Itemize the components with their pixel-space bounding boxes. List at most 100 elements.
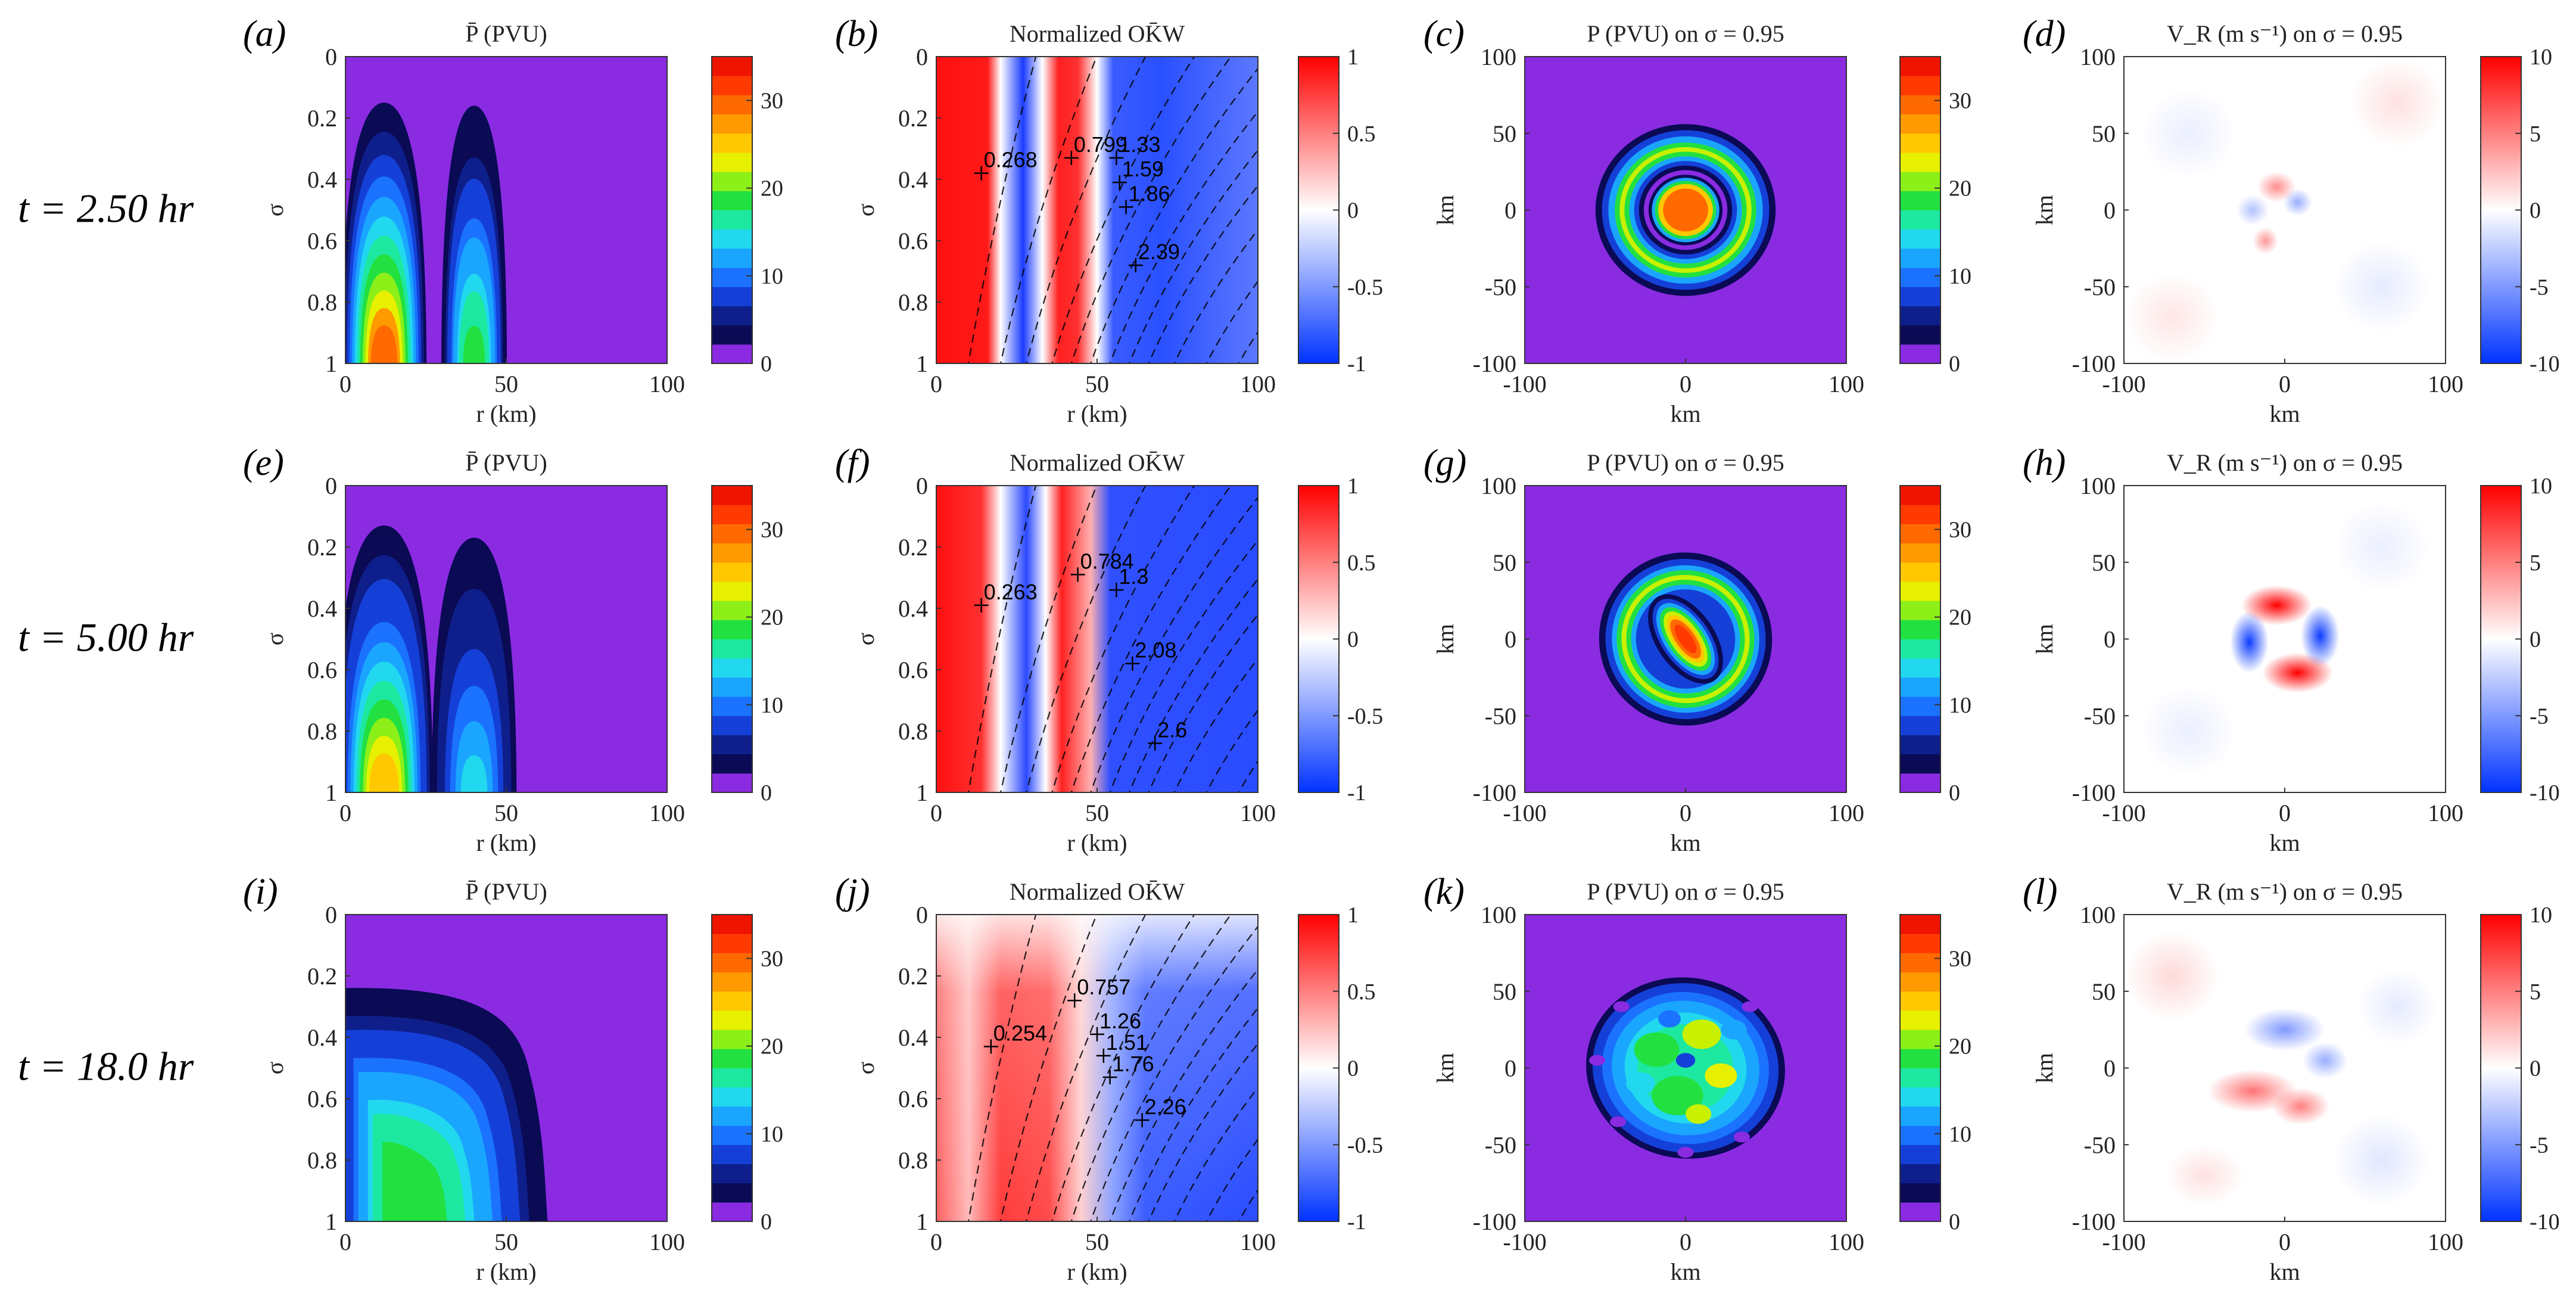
- colorbar-segment: [712, 773, 752, 793]
- colorbar-segment: [1900, 934, 1940, 953]
- angular-momentum-contour: [1026, 57, 1147, 363]
- angular-momentum-contour: [1070, 57, 1232, 363]
- x-tick-label: 100: [1829, 800, 1864, 826]
- y-tick-label: 0: [2104, 197, 2116, 224]
- y-tick-label: 1: [325, 1208, 337, 1235]
- colorbar-segment: [1900, 210, 1940, 230]
- pv-hole: [1589, 1055, 1605, 1066]
- colorbar-segment: [712, 1202, 752, 1222]
- panel-e: 0 50 100 0 0.2 0.4 0.6 0.8 1 r (km) σ P̄ (PVU) 0 10 20…: [243, 443, 783, 856]
- panel-title: Normalized OK̄W: [1010, 20, 1185, 47]
- panel-j: 0.254 0.757 1.261.511.76 2.26 0 50 100 0 0.2 0.4 0…: [835, 872, 1383, 1285]
- colorbar-segment: [1900, 677, 1940, 697]
- y-tick-label: 0: [2104, 626, 2116, 653]
- colorbar-segment: [712, 172, 752, 191]
- y-tick-label: 0.8: [307, 1147, 337, 1174]
- x-tick-label: 0: [2279, 1229, 2291, 1255]
- y-tick-label: 0.2: [898, 105, 928, 132]
- colorbar-segment: [1900, 915, 1940, 934]
- colorbar-segment: [1900, 953, 1940, 973]
- colorbar-segment: [712, 57, 752, 76]
- heatmap-field: [2124, 915, 2446, 1221]
- colorbar-segment: [1900, 773, 1940, 793]
- y-axis-label: σ: [852, 1062, 879, 1075]
- colorbar-segment: [712, 1068, 752, 1088]
- y-axis-label: km: [2031, 624, 2058, 654]
- colorbar-segment: [1900, 1049, 1940, 1068]
- panel-title: Normalized OK̄W: [1010, 449, 1185, 476]
- y-tick-label: 1: [916, 779, 928, 806]
- colorbar-segment: [1900, 505, 1940, 524]
- colorbar-segment: [712, 133, 752, 153]
- colorbar-segment: [712, 1087, 752, 1107]
- colorbar-tick-label: 0: [1347, 627, 1359, 652]
- colorbar-tick-label: 20: [1949, 1034, 1971, 1059]
- pv-hole: [1742, 1001, 1758, 1012]
- x-axis-label: r (km): [476, 1258, 536, 1285]
- colorbar-segment: [712, 1183, 752, 1203]
- heatmap-field: [936, 57, 1258, 363]
- negative-anomaly: [2301, 605, 2340, 667]
- colorbar-tick-label: -5: [2530, 704, 2549, 729]
- x-axis-label: km: [2269, 829, 2300, 856]
- angular-momentum-contour: [1090, 496, 1258, 792]
- panel-letter: (j): [835, 872, 870, 912]
- x-tick-label: 50: [494, 800, 518, 826]
- y-axis-label: km: [1432, 195, 1459, 225]
- y-tick-label: 0.2: [898, 534, 928, 561]
- colorbar-segment: [1900, 735, 1940, 755]
- colorbar-tick-label: 0: [1949, 352, 1960, 377]
- positive-anomaly: [2349, 57, 2446, 149]
- x-axis-label: km: [1670, 400, 1700, 427]
- colorbar-frame: [1899, 485, 1941, 793]
- angular-momentum-contour: [1206, 280, 1258, 363]
- y-axis-label: km: [2031, 1053, 2058, 1083]
- colorbar-segment: [712, 1106, 752, 1126]
- angular-momentum-contour: [1090, 925, 1258, 1221]
- contour-label: 2.39: [1138, 240, 1180, 264]
- x-tick-label: 50: [1085, 1229, 1109, 1255]
- colorbar-segment: [1900, 1010, 1940, 1030]
- colorbar-tick-label: 20: [1949, 605, 1971, 630]
- pv-contour-band: [369, 753, 399, 792]
- panel-letter: (h): [2023, 443, 2066, 483]
- y-tick-label: 0: [1505, 197, 1516, 224]
- pv-blob: [1675, 1053, 1696, 1068]
- colorbar-segment: [712, 754, 752, 774]
- colorbar-tick-label: 0: [1347, 1056, 1359, 1081]
- row-time-label: t = 2.50 hr: [18, 186, 194, 231]
- panel-title: P (PVU) on σ = 0.95: [1587, 878, 1784, 905]
- positive-anomaly: [2124, 929, 2220, 1022]
- colorbar-segment: [1900, 191, 1940, 210]
- colorbar-frame: [711, 914, 753, 1222]
- y-tick-label: -100: [1473, 350, 1516, 377]
- colorbar-tick-label: 30: [761, 518, 783, 543]
- colorbar-segment: [712, 1010, 752, 1030]
- angular-momentum-contour: [1173, 1086, 1258, 1221]
- y-axis-label: σ: [261, 633, 288, 646]
- colorbar-segment: [712, 306, 752, 326]
- row-time-label: t = 5.00 hr: [18, 615, 194, 660]
- colorbar-segment: [712, 658, 752, 678]
- y-tick-label: -50: [2084, 1131, 2116, 1158]
- x-tick-label: 0: [2279, 371, 2291, 397]
- colorbar-tick-label: -0.5: [1347, 704, 1383, 729]
- colorbar-tick-label: 10: [1949, 693, 1971, 718]
- colorbar-segment: [1900, 524, 1940, 544]
- y-tick-label: 0.6: [898, 1086, 928, 1112]
- colorbar-segment: [1900, 1068, 1940, 1088]
- colorbar-tick-label: 10: [1949, 264, 1971, 289]
- y-tick-label: 100: [1481, 901, 1516, 928]
- colorbar-segment: [712, 735, 752, 755]
- panel-letter: (a): [243, 14, 286, 54]
- colorbar-segment: [1900, 754, 1940, 774]
- contour-label: 1.59: [1122, 157, 1164, 181]
- colorbar-segment: [1900, 287, 1940, 306]
- x-tick-label: 0: [1680, 371, 1692, 397]
- colorbar-tick-label: -0.5: [1347, 1133, 1383, 1158]
- angular-momentum-contour: [1051, 915, 1195, 1221]
- colorbar-tick-label: 30: [1949, 518, 1971, 543]
- colorbar-segment: [1900, 172, 1940, 191]
- pv-blob: [1686, 1104, 1712, 1124]
- colorbar-segment: [712, 1164, 752, 1184]
